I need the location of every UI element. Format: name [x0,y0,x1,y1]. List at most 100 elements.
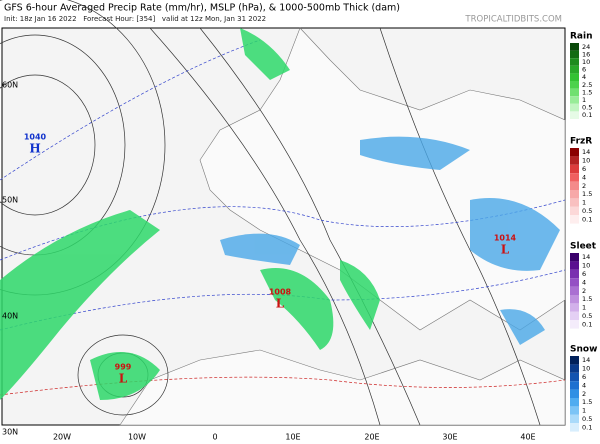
legend-level: 14 [582,253,590,261]
legend-swatch [570,269,579,279]
latitude-label: 50N [2,196,18,205]
legend-level: 1 [582,304,586,312]
pressure-value: 1014 [494,234,517,243]
legend-swatch [570,286,579,295]
legend-swatch [570,381,579,390]
legend-level: 0.5 [582,104,592,112]
legend-swatch [570,278,579,287]
legend-swatch [570,423,579,432]
latitude-label: 30N [2,428,18,437]
longitude-label: 10E [285,433,300,442]
legend-swatch [570,111,579,119]
legend-level: 0.1 [582,423,592,431]
legend-level: 4 [582,73,586,81]
legend-level: 10 [582,365,590,373]
legend-level: 2 [582,182,586,190]
legend-title: Snow [570,345,597,355]
legend-swatch [570,103,579,112]
legend-level: 6 [582,66,586,74]
legend-swatch [570,81,579,89]
legend-level: 10 [582,262,590,270]
legend-level: 1.5 [582,295,592,303]
legend-swatch [570,253,579,262]
map [0,0,566,426]
legend-swatch [570,414,579,424]
legend-swatch [570,73,579,81]
legend-swatch [570,295,579,304]
legend-level: 24 [582,43,590,51]
legend-level: 2.5 [582,81,592,89]
legend-swatch [570,356,579,365]
land [199,27,566,331]
pressure-center: L [276,297,285,311]
land [119,349,566,426]
legend-level: 0.5 [582,415,592,423]
longitude-label: 0 [212,433,217,442]
legend-swatch [570,364,579,373]
legend-level: 4 [582,278,586,286]
legend-swatch [570,398,579,407]
source: TROPICALTIDBITS.COM [464,15,562,25]
longitude-label: 20E [364,433,379,442]
title: GFS 6-hour Averaged Precip Rate (mm/hr),… [4,3,400,14]
pressure-value: 1040 [24,133,47,142]
legend-level: 1.5 [582,88,592,96]
legend-level: 4 [582,173,586,181]
legend-swatch [570,198,579,207]
legend-level: 1 [582,407,586,415]
subtitle: Init: 18z Jan 16 2022 Forecast Hour: [35… [4,15,266,23]
legend-swatch [570,50,579,59]
pressure-center: L [119,372,128,386]
legend-level: 6 [582,373,586,381]
legend-swatch [570,164,579,174]
legend-swatch [570,43,579,51]
longitude-label: 40E [520,433,535,442]
pressure-center: L [501,243,510,257]
legend-swatch [570,206,579,216]
precip-snow [220,136,560,345]
legend-level: 6 [582,165,586,173]
legend-level: 0.5 [582,312,592,320]
legend-swatch [570,406,579,415]
legend-level: 16 [582,50,590,58]
legend-level: 2 [582,390,586,398]
legend-swatch [570,96,579,104]
legend-swatch [570,148,579,157]
pressure-value: 1008 [269,288,292,297]
precip-rain [0,28,380,400]
longitude-label: 10W [128,433,146,442]
legend: Rain241610642.51.510.50.1FrzR14106421.51… [570,32,597,432]
legend-level: 4 [582,381,586,389]
legend-swatch [570,311,579,321]
legend-swatch [570,320,579,329]
legend-title: Rain [570,32,593,42]
legend-swatch [570,389,579,398]
pressure-center: H [29,142,40,156]
legend-level: 1 [582,96,586,104]
legend-level: 14 [582,356,590,364]
legend-swatch [570,303,579,312]
legend-level: 0.1 [582,320,592,328]
legend-level: 2 [582,287,586,295]
legend-level: 6 [582,270,586,278]
legend-title: Sleet [570,242,597,252]
legend-swatch [570,88,579,97]
legend-swatch [570,215,579,224]
legend-level: 1.5 [582,398,592,406]
legend-level: 0.1 [582,111,592,119]
legend-level: 0.5 [582,207,592,215]
legend-swatch [570,372,579,382]
legend-level: 1.5 [582,190,592,198]
legend-swatch [570,173,579,182]
legend-level: 14 [582,148,590,156]
legend-swatch [570,181,579,190]
latitude-label: 60N [2,81,18,90]
legend-level: 10 [582,58,590,66]
legend-level: 0.1 [582,215,592,223]
legend-swatch [570,65,579,74]
legend-swatch [570,190,579,199]
longitude-label: 30E [442,433,457,442]
latitude-label: 40N [2,312,18,321]
